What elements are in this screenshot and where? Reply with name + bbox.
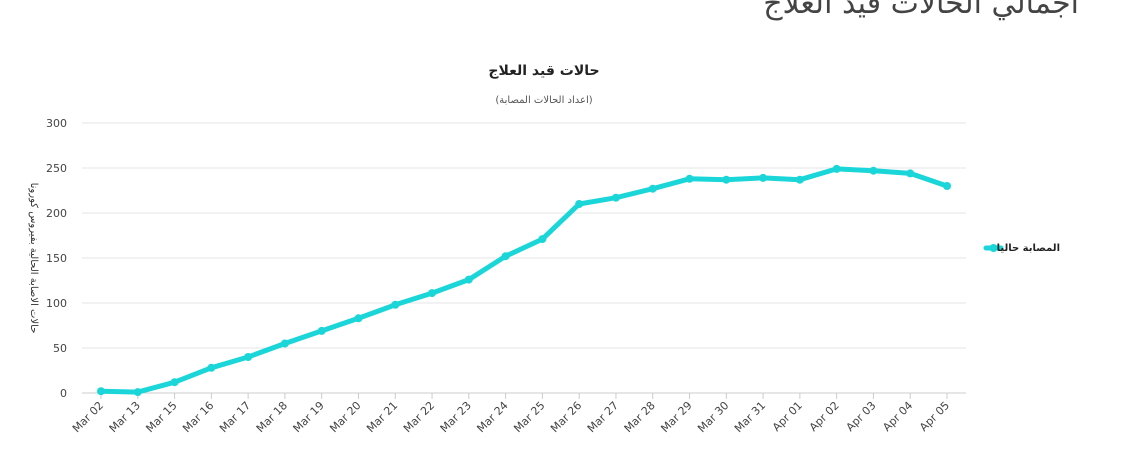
x-tick-label: Apr 02 <box>807 399 842 434</box>
x-tick-label: Mar 24 <box>474 399 510 435</box>
legend[interactable]: المصابة حاليا <box>983 243 1060 254</box>
y-tick-label: 300 <box>46 117 67 130</box>
x-tick-label: Apr 01 <box>770 399 805 434</box>
data-point[interactable] <box>317 326 326 335</box>
data-point[interactable] <box>832 164 841 173</box>
x-tick-label: Mar 31 <box>732 399 768 435</box>
x-tick-label: Apr 05 <box>917 399 952 434</box>
y-tick-label: 200 <box>46 207 67 220</box>
x-tick-label: Mar 20 <box>327 399 363 435</box>
data-point[interactable] <box>354 314 363 323</box>
x-tick-label: Mar 18 <box>254 399 290 435</box>
data-point[interactable] <box>906 169 915 178</box>
x-tick-label: Mar 19 <box>291 399 327 435</box>
x-tick-label: Apr 03 <box>844 399 879 434</box>
x-tick-label: Mar 29 <box>658 399 694 435</box>
data-point[interactable] <box>170 378 179 387</box>
x-tick-label: Mar 28 <box>622 399 658 435</box>
data-point[interactable] <box>685 174 694 183</box>
y-axis-ticks: 0 50 100 150 200 250 300 <box>46 117 67 400</box>
data-point[interactable] <box>207 363 216 372</box>
x-tick-label: Mar 23 <box>438 399 474 435</box>
x-tick-label: Mar 16 <box>180 399 216 435</box>
data-point[interactable] <box>943 182 951 190</box>
x-axis-ticks: Mar 02 Mar 13 Mar 15 Mar 16 Mar 17 Mar 18 Mar … <box>70 393 952 435</box>
data-point[interactable] <box>501 252 510 261</box>
legend-point-marker <box>989 244 998 252</box>
y-tick-label: 0 <box>60 387 67 400</box>
data-point[interactable] <box>538 235 547 244</box>
y-tick-label: 150 <box>46 252 67 265</box>
x-tick-label: Mar 26 <box>548 399 584 435</box>
data-point[interactable] <box>133 388 142 397</box>
y-tick-label: 50 <box>53 342 67 355</box>
data-point[interactable] <box>280 339 289 348</box>
data-point[interactable] <box>722 175 731 184</box>
x-tick-label: Mar 15 <box>143 399 179 435</box>
series-layer <box>97 164 951 397</box>
legend-label: المصابة حاليا <box>997 243 1060 254</box>
y-tick-label: 250 <box>46 162 67 175</box>
x-tick-label: Mar 22 <box>401 399 437 435</box>
x-tick-label: Apr 04 <box>880 399 915 434</box>
data-point[interactable] <box>759 173 768 182</box>
chart-title: حالات قيد العلاج <box>488 63 599 79</box>
y-tick-label: 100 <box>46 297 67 310</box>
chart-subtitle: (اعداد الحالات المصابة) <box>495 95 592 106</box>
x-tick-label: Mar 21 <box>364 399 400 435</box>
grid-lines <box>82 122 966 394</box>
x-tick-label: Mar 25 <box>511 399 547 435</box>
data-point[interactable] <box>391 300 400 309</box>
data-point[interactable] <box>611 193 620 202</box>
data-point[interactable] <box>428 289 437 298</box>
y-axis-label: حالات الاصابة الحالية بفيروس كورونا <box>28 183 39 334</box>
data-point[interactable] <box>575 200 584 208</box>
data-point[interactable] <box>464 275 473 284</box>
page-heading: اجمالي الحالات قيد العلاج <box>763 0 1079 21</box>
data-point[interactable] <box>869 166 878 175</box>
data-point[interactable] <box>244 353 253 361</box>
x-tick-label: Mar 13 <box>107 399 143 435</box>
x-tick-label: Mar 17 <box>217 399 253 435</box>
data-point[interactable] <box>648 184 657 193</box>
x-tick-label: Mar 27 <box>585 399 621 435</box>
series-line[interactable] <box>98 166 950 395</box>
x-tick-label: Mar 30 <box>695 399 731 435</box>
data-point[interactable] <box>97 387 105 396</box>
data-point[interactable] <box>795 175 804 184</box>
x-tick-label: Mar 02 <box>70 399 106 435</box>
